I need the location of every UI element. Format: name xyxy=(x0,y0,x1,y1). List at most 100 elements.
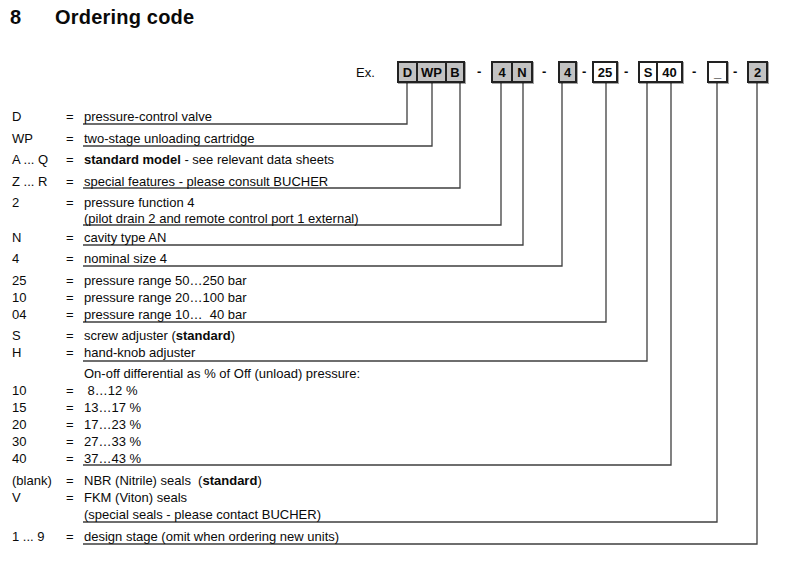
code-box-group-seals: _ xyxy=(707,61,728,83)
code-box-size-4: 4 xyxy=(560,63,575,81)
row-code: 10 xyxy=(12,290,26,306)
row-code: 20 xyxy=(12,417,26,433)
legend-row-D: D=pressure-control valve xyxy=(0,109,800,126)
row-code: 40 xyxy=(12,451,26,467)
legend-row-2: 2 = pressure function 4 xyxy=(0,195,800,212)
code-box-25: 25 xyxy=(594,63,616,81)
legend-row-ZR: Z ... R=special features - please consul… xyxy=(0,174,800,191)
row-description: On-off differential as % of Off (unload)… xyxy=(84,366,360,382)
row-description: standard model - see relevant data sheet… xyxy=(84,152,334,168)
equals-sign: = xyxy=(66,195,74,211)
equals-sign: = xyxy=(66,451,74,467)
code-box-group-4N: 4N xyxy=(491,61,533,83)
row-code: 10 xyxy=(12,383,26,399)
equals-sign: = xyxy=(66,529,74,545)
row-description: pressure range 50…250 bar xyxy=(84,273,247,289)
row-code: H xyxy=(12,345,21,361)
legend-row-AQ: A ... Q=standard model - see relevant da… xyxy=(0,152,800,169)
row-description: pressure-control valve xyxy=(84,109,212,125)
legend-row-15: 15 = 13…17 % xyxy=(0,400,800,417)
legend-row-blank: (blank)=NBR (Nitrile) seals (standard) xyxy=(0,473,800,490)
row-description: 13…17 % xyxy=(84,400,141,416)
equals-sign: = xyxy=(66,290,74,306)
description-segment: standard xyxy=(176,328,231,343)
equals-sign: = xyxy=(66,251,74,267)
code-box-N: N xyxy=(511,63,531,81)
row-description: 37…43 % xyxy=(84,451,141,467)
row-code: N xyxy=(12,230,21,246)
equals-sign: = xyxy=(66,400,74,416)
code-separator: - xyxy=(624,64,628,79)
row-description: two-stage unloading cartridge xyxy=(84,131,255,147)
legend-row-N: N = cavity type AN xyxy=(0,230,800,247)
row-description: screw adjuster (standard) xyxy=(84,328,235,344)
equals-sign: = xyxy=(66,230,74,246)
equals-sign: = xyxy=(66,273,74,289)
row-description: (special seals - please contact BUCHER) xyxy=(84,507,321,523)
row-code: 15 xyxy=(12,400,26,416)
example-label: Ex. xyxy=(356,65,375,80)
row-description: (pilot drain 2 and remote control port 1… xyxy=(84,211,359,227)
row-code: S xyxy=(12,328,21,344)
description-segment: standard xyxy=(202,473,257,488)
description-segment: NBR (Nitrile) seals ( xyxy=(84,473,202,488)
code-box-group-pressure: 25 xyxy=(592,61,618,83)
row-code: 2 xyxy=(12,195,19,211)
equals-sign: = xyxy=(66,109,74,125)
legend-row-H: H = hand-knob adjuster xyxy=(0,345,800,362)
code-box-design-2: 2 xyxy=(749,63,766,81)
legend-row-04: 04=pressure range 10… 40 bar xyxy=(0,307,800,324)
legend-row-S: S = screw adjuster (standard) xyxy=(0,328,800,345)
legend-row-19: 1 ... 9 = design stage (omit when ordering… xyxy=(0,529,800,546)
equals-sign: = xyxy=(66,152,74,168)
description-segment: - see relevant data sheets xyxy=(181,152,334,167)
legend-row-WP: WP=two-stage unloading cartridge xyxy=(0,131,800,148)
code-box-B: B xyxy=(445,63,463,81)
description-segment: screw adjuster ( xyxy=(84,328,176,343)
row-description: cavity type AN xyxy=(84,230,166,246)
code-box-group-DWPB: DWPB xyxy=(397,61,465,83)
code-box-group-design: 2 xyxy=(747,61,768,83)
row-description: special features - please consult BUCHER xyxy=(84,174,328,190)
equals-sign: = xyxy=(66,417,74,433)
row-description: hand-knob adjuster xyxy=(84,345,195,361)
equals-sign: = xyxy=(66,490,74,506)
code-box-group-S40: S40 xyxy=(638,61,683,83)
code-separator: - xyxy=(477,64,481,79)
row-description: nominal size 4 xyxy=(84,251,167,267)
code-separator: - xyxy=(542,64,546,79)
code-box-WP: WP xyxy=(416,63,445,81)
legend-row-V: V=FKM (Viton) seals xyxy=(0,490,800,507)
legend-row-10: 10 = pressure range 20…100 bar xyxy=(0,290,800,307)
legend-row-note: (special seals - please contact BUCHER) xyxy=(0,507,800,524)
code-box-S: S xyxy=(640,63,656,81)
code-box-blank: _ xyxy=(709,63,726,81)
legend-row-25: 25=pressure range 50…250 bar xyxy=(0,273,800,290)
legend-row-40: 40 = 37…43 % xyxy=(0,451,800,468)
ordering-code-page: 8 Ordering code Ex. DWPB4N425S40_2------… xyxy=(0,0,800,574)
equals-sign: = xyxy=(66,345,74,361)
equals-sign: = xyxy=(66,434,74,450)
row-description: FKM (Viton) seals xyxy=(84,490,187,506)
row-code: (blank) xyxy=(12,473,52,489)
equals-sign: = xyxy=(66,131,74,147)
row-code: 1 ... 9 xyxy=(12,529,45,545)
description-segment: ) xyxy=(231,328,235,343)
row-description: design stage (omit when ordering new uni… xyxy=(84,529,339,545)
row-description: pressure range 20…100 bar xyxy=(84,290,247,306)
equals-sign: = xyxy=(66,328,74,344)
code-separator: - xyxy=(733,64,737,79)
row-description: NBR (Nitrile) seals (standard) xyxy=(84,473,262,489)
code-separator: - xyxy=(692,64,696,79)
legend-row-note: (pilot drain 2 and remote control port 1… xyxy=(0,211,800,228)
row-description: 17…23 % xyxy=(84,417,141,433)
code-box-function-4: 4 xyxy=(493,63,511,81)
row-code: 4 xyxy=(12,251,19,267)
equals-sign: = xyxy=(66,307,74,323)
code-box-group-size: 4 xyxy=(558,61,577,83)
code-box-D: D xyxy=(399,63,416,81)
description-segment: ) xyxy=(257,473,261,488)
row-description: pressure function 4 xyxy=(84,195,195,211)
row-code: Z ... R xyxy=(12,174,47,190)
code-separator: - xyxy=(582,64,586,79)
